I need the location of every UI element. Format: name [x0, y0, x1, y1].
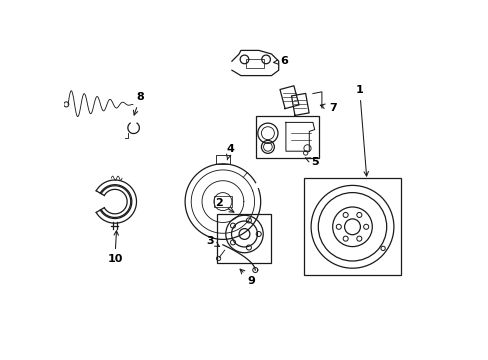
Text: 3: 3: [206, 236, 219, 247]
Bar: [256, 116, 319, 158]
Text: 10: 10: [107, 231, 122, 264]
Text: 2: 2: [215, 198, 233, 212]
Text: 9: 9: [240, 269, 255, 286]
Bar: [246, 59, 264, 68]
Text: 5: 5: [305, 157, 318, 167]
Bar: [303, 178, 400, 275]
Bar: [213, 196, 231, 207]
Text: 4: 4: [225, 144, 234, 160]
Bar: [217, 214, 271, 263]
Text: 1: 1: [355, 85, 367, 176]
Text: 6: 6: [273, 56, 287, 66]
Text: 8: 8: [133, 92, 143, 115]
Text: 7: 7: [320, 103, 336, 113]
